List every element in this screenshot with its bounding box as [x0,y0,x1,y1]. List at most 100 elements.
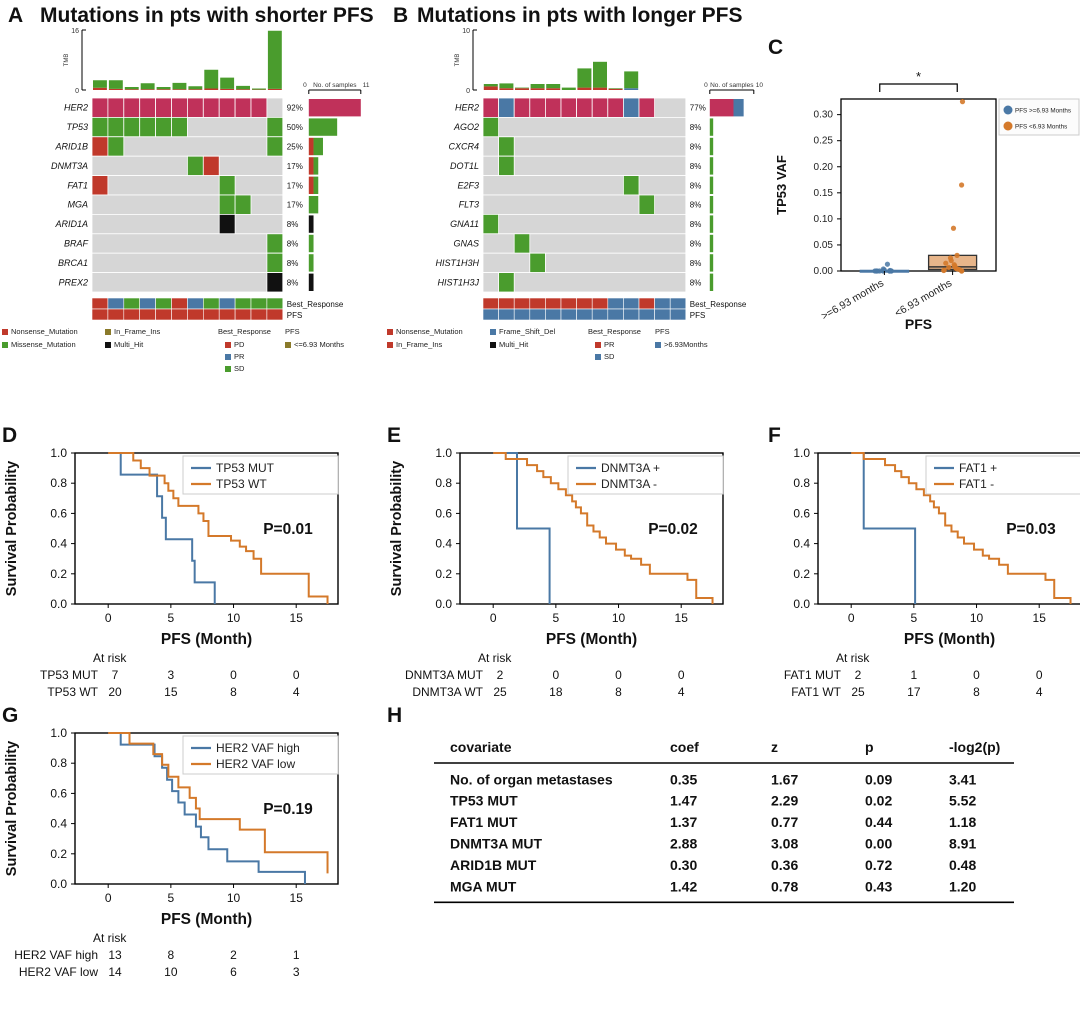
svg-text:8%: 8% [690,220,702,229]
svg-text:2.29: 2.29 [771,793,798,809]
svg-text:Nonsense_Mutation: Nonsense_Mutation [11,327,78,336]
svg-text:P=0.01: P=0.01 [263,521,313,538]
svg-text:0: 0 [230,668,237,682]
svg-text:0.43: 0.43 [865,878,892,894]
svg-text:z: z [771,739,778,755]
svg-text:7: 7 [112,668,119,682]
svg-text:At risk: At risk [93,931,127,945]
svg-text:E: E [387,424,401,447]
svg-text:B: B [393,4,408,27]
svg-text:8%: 8% [690,278,702,287]
svg-text:4: 4 [678,685,685,699]
svg-text:0.2: 0.2 [50,567,67,581]
svg-text:DNMT3A: DNMT3A [51,161,88,171]
svg-text:8: 8 [973,685,980,699]
svg-text:Best_Response: Best_Response [287,300,344,309]
svg-text:Frame_Shift_Del: Frame_Shift_Del [499,327,556,336]
svg-text:1.67: 1.67 [771,771,798,787]
svg-text:No. of samples: No. of samples [313,82,357,89]
svg-text:0.05: 0.05 [814,240,834,251]
svg-text:8: 8 [230,685,237,699]
svg-text:D: D [2,424,17,447]
svg-text:0.09: 0.09 [865,771,892,787]
svg-text:0.4: 0.4 [50,817,67,831]
svg-text:Mutations in pts with longer P: Mutations in pts with longer PFS [417,4,743,27]
svg-text:1.18: 1.18 [949,814,976,830]
svg-text:8%: 8% [690,259,702,268]
svg-text:coef: coef [670,739,699,755]
svg-text:0.4: 0.4 [793,537,810,551]
svg-text:18: 18 [549,685,563,699]
svg-text:Nonsense_Mutation: Nonsense_Mutation [396,327,463,336]
svg-text:PFS (Month): PFS (Month) [161,911,252,928]
svg-text:2: 2 [230,948,237,962]
svg-text:10: 10 [970,611,984,625]
svg-text:0.6: 0.6 [50,786,67,800]
svg-text:1.37: 1.37 [670,814,697,830]
svg-text:5: 5 [911,611,918,625]
svg-text:DNMT3A MUT: DNMT3A MUT [405,668,484,682]
svg-text:0: 0 [704,82,708,89]
svg-text:14: 14 [108,965,122,979]
svg-text:-log2(p): -log2(p) [949,739,1000,755]
svg-text:HER2 VAF high: HER2 VAF high [216,741,300,755]
svg-text:MGA MUT: MGA MUT [450,878,517,894]
svg-text:PR: PR [604,340,615,349]
svg-text:*: * [916,69,921,84]
svg-text:TP53 MUT: TP53 MUT [40,668,99,682]
svg-text:0.4: 0.4 [435,537,452,551]
svg-text:10: 10 [612,611,626,625]
svg-text:ARID1A: ARID1A [54,219,88,229]
svg-text:1.0: 1.0 [50,446,67,460]
svg-text:0.77: 0.77 [771,814,798,830]
svg-text:25%: 25% [287,143,303,152]
svg-text:1: 1 [293,948,300,962]
svg-text:C: C [768,36,783,59]
svg-text:10: 10 [164,965,178,979]
svg-text:0.0: 0.0 [50,877,67,891]
svg-text:10: 10 [462,28,470,35]
svg-text:11: 11 [363,82,370,89]
svg-text:PFS (Month): PFS (Month) [904,631,995,648]
svg-text:ARID1B MUT: ARID1B MUT [450,857,537,873]
svg-text:HER2 VAF low: HER2 VAF low [19,965,98,979]
svg-text:H: H [387,704,402,727]
svg-text:TP53 MUT: TP53 MUT [216,461,275,475]
svg-text:PD: PD [234,340,245,349]
svg-text:PFS >=6.93 Months: PFS >=6.93 Months [1015,108,1071,115]
svg-text:0.2: 0.2 [50,847,67,861]
svg-text:0.10: 0.10 [814,214,834,225]
svg-text:PREX2: PREX2 [58,277,88,287]
svg-text:8%: 8% [287,220,299,229]
svg-text:<6.93 months: <6.93 months [893,277,954,319]
svg-text:Missense_Mutation: Missense_Mutation [11,340,76,349]
svg-text:1.0: 1.0 [793,446,810,460]
svg-text:17%: 17% [287,181,303,190]
svg-text:15: 15 [675,611,689,625]
svg-text:In_Frame_Ins: In_Frame_Ins [396,340,443,349]
svg-text:0.0: 0.0 [793,597,810,611]
svg-text:PFS (Month): PFS (Month) [546,631,637,648]
svg-text:2.88: 2.88 [670,836,697,852]
svg-text:HIST1H3H: HIST1H3H [435,258,479,268]
svg-text:PFS: PFS [905,316,932,332]
svg-text:0.15: 0.15 [814,188,834,199]
svg-text:0.2: 0.2 [435,567,452,581]
svg-text:5: 5 [168,611,175,625]
svg-text:Best_Response: Best_Response [218,327,271,336]
svg-text:15: 15 [164,685,178,699]
svg-text:CXCR4: CXCR4 [448,142,479,152]
svg-text:8%: 8% [690,162,702,171]
svg-text:HIST1H3J: HIST1H3J [437,277,479,287]
svg-text:0: 0 [553,668,560,682]
svg-text:<=6.93 Months: <=6.93 Months [294,340,344,349]
svg-text:DNMT3A +: DNMT3A + [601,461,660,475]
svg-text:3: 3 [168,668,175,682]
svg-text:50%: 50% [287,123,303,132]
svg-text:SD: SD [234,364,245,373]
svg-text:P=0.03: P=0.03 [1006,521,1056,538]
svg-text:15: 15 [290,891,304,905]
svg-text:0.02: 0.02 [865,793,892,809]
svg-text:At risk: At risk [836,651,870,665]
svg-text:8%: 8% [690,123,702,132]
